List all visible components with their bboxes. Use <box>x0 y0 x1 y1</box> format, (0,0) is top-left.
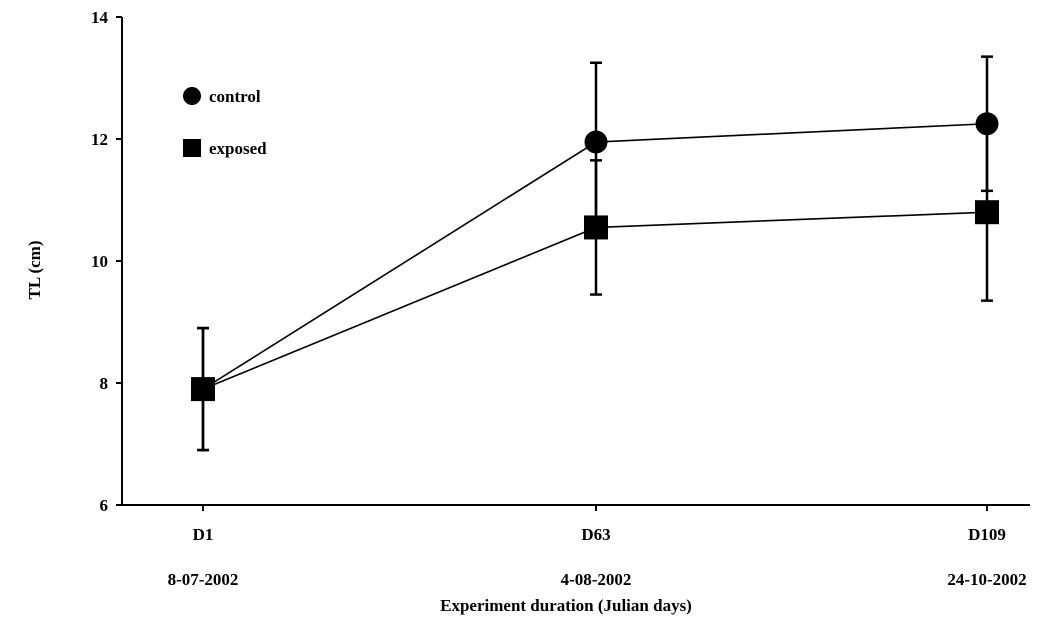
x-date-label: 8-07-2002 <box>168 570 239 589</box>
axes: 6 8 10 12 14 D1 8-07-2002 D63 4-08-2002 D109 24-10… <box>91 8 1030 589</box>
x-axis-title: Experiment duration (Julian days) <box>440 596 692 615</box>
y-tick-label: 6 <box>100 496 109 515</box>
y-tick-label: 12 <box>91 130 108 149</box>
legend-label-control: control <box>209 87 261 106</box>
y-tick-label: 8 <box>100 374 109 393</box>
series-layer <box>191 55 999 452</box>
legend: control exposed <box>183 87 267 158</box>
data-point-control <box>975 112 999 136</box>
y-axis-title: TL (cm) <box>25 240 44 299</box>
data-point-exposed <box>975 200 999 225</box>
x-date-label: 24-10-2002 <box>947 570 1026 589</box>
data-point-exposed <box>191 377 215 402</box>
x-tick-label: D1 <box>193 525 214 544</box>
legend-marker-control <box>183 87 201 105</box>
data-point-control <box>584 130 608 154</box>
y-tick-label: 14 <box>91 8 109 27</box>
data-point-exposed <box>584 215 608 240</box>
legend-marker-exposed <box>183 139 201 157</box>
x-tick-label: D109 <box>968 525 1006 544</box>
y-tick-label: 10 <box>91 252 108 271</box>
x-tick-label: D63 <box>581 525 610 544</box>
legend-label-exposed: exposed <box>209 139 267 158</box>
x-date-label: 4-08-2002 <box>561 570 632 589</box>
